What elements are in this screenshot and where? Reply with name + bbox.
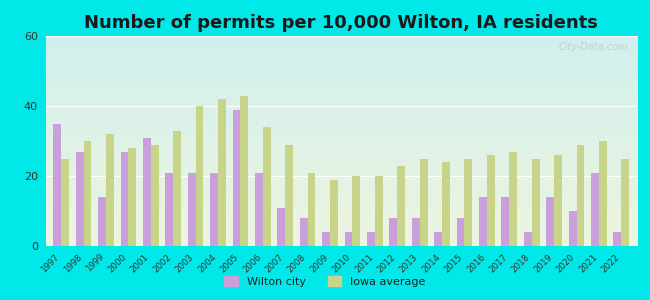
- Bar: [307, 172, 315, 246]
- Bar: [106, 134, 114, 246]
- Bar: [591, 172, 599, 246]
- Bar: [510, 152, 517, 246]
- Bar: [546, 197, 554, 246]
- Bar: [442, 162, 450, 246]
- Bar: [554, 155, 562, 246]
- Bar: [577, 145, 584, 246]
- Bar: [524, 232, 532, 246]
- Bar: [98, 197, 106, 246]
- Bar: [285, 145, 293, 246]
- Bar: [330, 179, 338, 246]
- Bar: [165, 172, 173, 246]
- Bar: [255, 172, 263, 246]
- Bar: [389, 218, 397, 246]
- Bar: [173, 130, 181, 246]
- Bar: [61, 158, 69, 246]
- Bar: [375, 176, 383, 246]
- Bar: [84, 141, 92, 246]
- Bar: [532, 158, 539, 246]
- Legend: Wilton city, Iowa average: Wilton city, Iowa average: [220, 272, 430, 291]
- Bar: [143, 137, 151, 246]
- Bar: [614, 232, 621, 246]
- Bar: [218, 99, 226, 246]
- Bar: [465, 158, 473, 246]
- Bar: [196, 106, 203, 246]
- Bar: [210, 172, 218, 246]
- Bar: [120, 152, 129, 246]
- Bar: [501, 197, 510, 246]
- Bar: [352, 176, 360, 246]
- Bar: [263, 127, 270, 246]
- Bar: [278, 208, 285, 246]
- Bar: [457, 218, 465, 246]
- Bar: [569, 211, 577, 246]
- Bar: [479, 197, 487, 246]
- Bar: [487, 155, 495, 246]
- Title: Number of permits per 10,000 Wilton, IA residents: Number of permits per 10,000 Wilton, IA …: [84, 14, 598, 32]
- Bar: [300, 218, 307, 246]
- Bar: [434, 232, 442, 246]
- Bar: [76, 152, 84, 246]
- Bar: [188, 172, 196, 246]
- Bar: [151, 145, 159, 246]
- Bar: [621, 158, 629, 246]
- Bar: [322, 232, 330, 246]
- Bar: [233, 110, 240, 246]
- Bar: [129, 148, 136, 246]
- Bar: [240, 95, 248, 246]
- Bar: [412, 218, 420, 246]
- Bar: [367, 232, 375, 246]
- Bar: [599, 141, 606, 246]
- Bar: [344, 232, 352, 246]
- Text: City-Data.com: City-Data.com: [558, 42, 628, 52]
- Bar: [53, 124, 61, 246]
- Bar: [397, 166, 405, 246]
- Bar: [420, 158, 428, 246]
